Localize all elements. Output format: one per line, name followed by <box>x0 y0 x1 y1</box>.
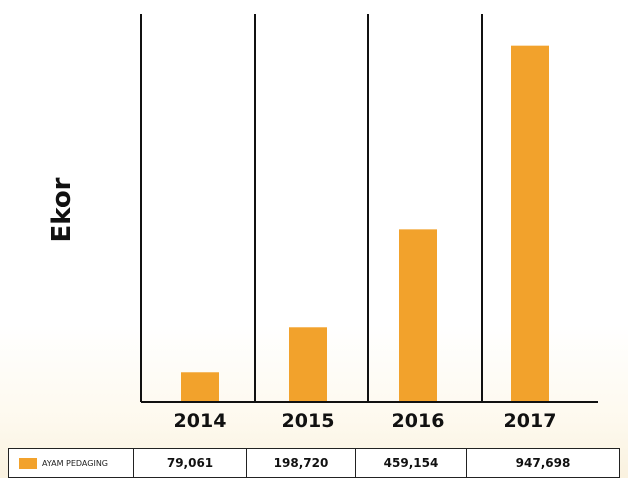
legend-entry: AYAM PEDAGING <box>8 448 134 478</box>
data-table: AYAM PEDAGING 79,061 198,720 459,154 947… <box>8 448 620 478</box>
y-axis-label: Ekor <box>47 177 77 243</box>
x-tick-label: 2016 <box>391 410 445 432</box>
table-cell: 198,720 <box>246 448 356 478</box>
bar-2015 <box>289 327 327 402</box>
x-tick-label: 2017 <box>503 410 557 432</box>
table-row: AYAM PEDAGING 79,061 198,720 459,154 947… <box>8 448 620 478</box>
table-cell: 947,698 <box>466 448 620 478</box>
x-tick-label: 2014 <box>173 410 227 432</box>
table-cell: 79,061 <box>133 448 247 478</box>
bar-2014 <box>181 372 219 402</box>
x-tick-label: 2015 <box>281 410 335 432</box>
bar-2016 <box>399 229 437 402</box>
legend-label: AYAM PEDAGING <box>42 459 109 468</box>
bar-2017 <box>511 45 549 402</box>
table-cell: 459,154 <box>355 448 467 478</box>
legend-swatch <box>19 458 37 469</box>
